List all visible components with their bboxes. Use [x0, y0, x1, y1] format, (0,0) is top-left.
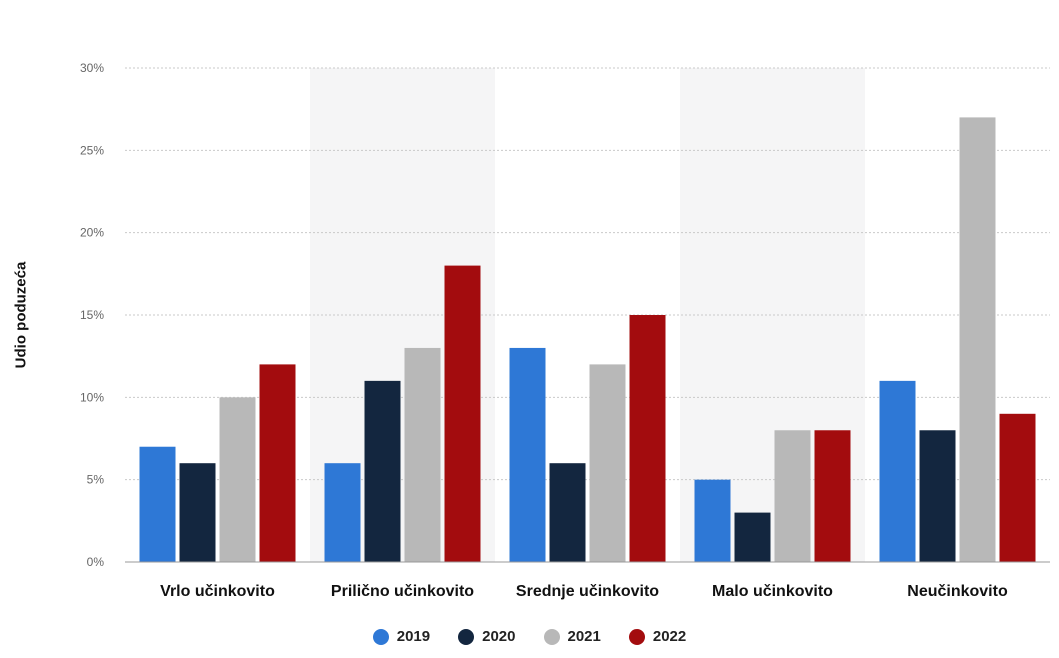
y-tick-label: 10% [80, 390, 104, 404]
x-tick-label: Vrlo učinkovito [160, 583, 275, 600]
bar [324, 463, 361, 562]
x-tick-label: Malo učinkovito [712, 583, 833, 600]
legend-item[interactable]: 2020 [458, 628, 516, 645]
y-tick-label: 25% [80, 143, 104, 157]
bar [139, 446, 176, 562]
bar [444, 265, 481, 562]
bar [959, 117, 996, 563]
bar [814, 430, 851, 562]
bar [509, 347, 546, 562]
bar [629, 315, 666, 562]
y-axis-label: Udio poduzeća [12, 261, 30, 369]
bar [589, 364, 626, 562]
legend-marker-icon [458, 628, 475, 645]
bar [549, 463, 586, 562]
legend-label: 2019 [396, 628, 431, 645]
x-tick-label: Prilično učinkovito [331, 583, 474, 600]
bar [919, 430, 956, 562]
bar [404, 347, 441, 562]
legend-marker-icon [543, 628, 560, 645]
legend-label: 2022 [652, 628, 687, 645]
legend-label: 2020 [482, 628, 516, 645]
legend-item[interactable]: 2021 [543, 628, 601, 645]
bar [999, 413, 1036, 562]
bar [259, 364, 296, 562]
bar [179, 463, 216, 562]
x-tick-label: Srednje učinkovito [516, 583, 659, 600]
bar [364, 380, 401, 562]
y-tick-label: 30% [80, 61, 104, 75]
bar [734, 512, 771, 562]
y-tick-label: 5% [87, 473, 105, 487]
bar [694, 479, 731, 562]
legend-marker-icon [628, 628, 645, 645]
bar [219, 397, 256, 562]
legend: 2019 2020 2021 2022 [0, 628, 1059, 645]
y-tick-label: 15% [80, 308, 104, 322]
x-tick-label: Neučinkovito [907, 583, 1008, 600]
bar [879, 380, 916, 562]
y-tick-label: 0% [87, 555, 105, 569]
y-tick-label: 20% [80, 226, 104, 240]
legend-marker-icon [372, 628, 389, 645]
legend-item[interactable]: 2019 [372, 628, 431, 645]
legend-item[interactable]: 2022 [628, 628, 687, 645]
bar [774, 430, 811, 562]
legend-label: 2021 [567, 628, 601, 645]
